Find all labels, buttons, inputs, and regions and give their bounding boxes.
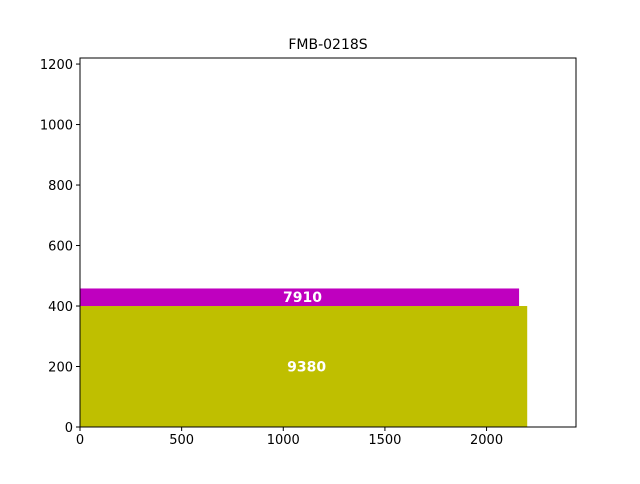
- x-tick-label: 1000: [267, 433, 300, 448]
- x-tick-label: 2000: [470, 433, 503, 448]
- bars-layer: [80, 288, 528, 427]
- y-tick-label: 1200: [40, 58, 73, 73]
- bar-label-7910: 7910: [283, 290, 322, 306]
- chart-title: FMB-0218S: [288, 37, 367, 53]
- bar-labels-layer: 9380 7910: [283, 290, 326, 375]
- bar-7910: [80, 288, 520, 307]
- y-tick-label: 400: [48, 300, 73, 315]
- y-axis: 0 200 400 600 800 1000 1200: [40, 58, 80, 436]
- y-tick-label: 600: [48, 240, 73, 255]
- x-tick-label: 1500: [368, 433, 401, 448]
- x-tick-label: 0: [76, 433, 84, 448]
- plot-frame: [79, 57, 577, 428]
- y-tick-label: 0: [65, 421, 73, 436]
- y-tick-label: 800: [48, 179, 73, 194]
- x-axis: 0 500 1000 1500 2000: [76, 427, 503, 448]
- y-tick-label: 1000: [40, 119, 73, 134]
- x-tick-label: 500: [169, 433, 194, 448]
- y-tick-label: 200: [48, 361, 73, 376]
- bar-label-9380: 9380: [287, 360, 326, 376]
- bar-9380: [80, 306, 528, 427]
